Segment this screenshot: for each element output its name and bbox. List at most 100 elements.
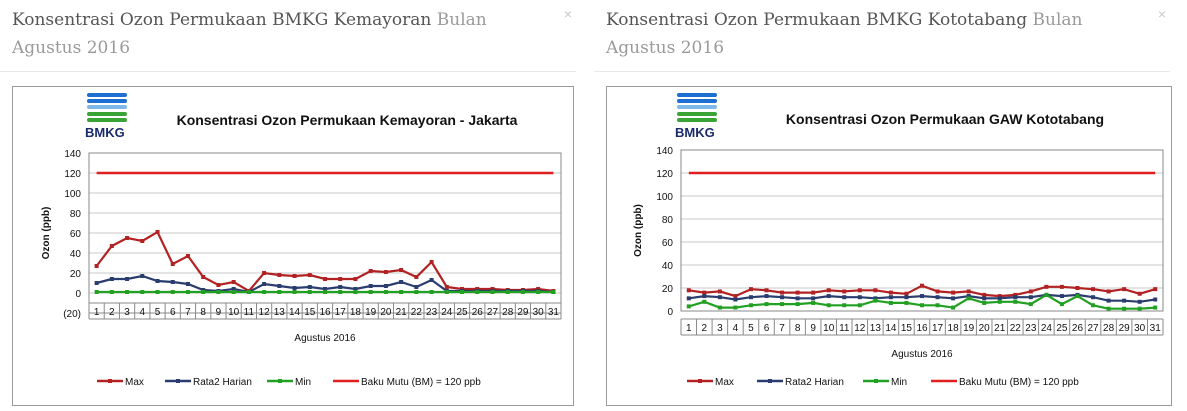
chart-title: Konsentrasi Ozon Permukaan GAW Kototaban… <box>786 111 1104 127</box>
data-point <box>873 296 878 301</box>
data-point <box>982 292 987 297</box>
data-point <box>780 290 785 295</box>
data-point <box>733 297 738 302</box>
x-tick-label: 23 <box>426 307 438 318</box>
x-tick-label: 9 <box>216 307 222 318</box>
data-point <box>1137 291 1142 296</box>
panel-title-period: Bulan Agustus 2016 <box>12 10 487 58</box>
legend-label: Min <box>891 377 907 388</box>
data-point <box>262 290 267 294</box>
data-point <box>231 287 236 291</box>
x-tick-label: 14 <box>885 323 897 334</box>
data-point <box>201 290 206 294</box>
x-tick-label: 20 <box>380 307 392 318</box>
close-icon[interactable]: × <box>563 6 572 22</box>
x-tick-label: 21 <box>396 307 408 318</box>
data-point <box>170 280 175 284</box>
data-point <box>888 295 893 300</box>
data-point <box>185 290 190 294</box>
plot-area <box>680 149 1164 312</box>
data-point <box>323 277 327 281</box>
y-tick-label: 80 <box>662 215 674 226</box>
x-tick-label: 13 <box>274 307 286 318</box>
data-point <box>292 290 297 294</box>
data-point <box>1013 299 1018 304</box>
x-tick-label: 12 <box>259 307 271 318</box>
bmkg-logo: BMKG <box>85 93 127 140</box>
data-point <box>1091 287 1096 292</box>
data-point <box>935 295 940 300</box>
data-point <box>764 302 769 307</box>
y-tick-label: 20 <box>662 284 674 295</box>
data-point <box>966 294 971 299</box>
data-point <box>490 290 495 294</box>
x-tick-label: 31 <box>548 307 560 318</box>
data-point <box>904 300 909 305</box>
x-tick-label: 29 <box>517 307 529 318</box>
data-point <box>444 285 449 289</box>
chart-frame: BMKG Konsentrasi Ozon Permukaan Kemayoran… <box>12 86 574 406</box>
data-point <box>780 302 785 307</box>
legend-marker <box>874 379 878 383</box>
data-point <box>888 300 893 305</box>
close-icon[interactable]: × <box>1157 6 1166 22</box>
data-point <box>1106 298 1111 303</box>
data-point <box>94 290 99 294</box>
y-axis-title: Ozon (ppb) <box>41 207 52 260</box>
data-point <box>246 290 251 294</box>
data-point <box>292 286 297 290</box>
x-tick-label: 4 <box>140 307 146 318</box>
data-point <box>262 271 267 275</box>
data-point <box>323 290 327 294</box>
data-point <box>1091 303 1096 308</box>
legend-label: Rata2 Harian <box>193 377 252 388</box>
data-point <box>216 283 221 287</box>
data-point <box>307 285 312 289</box>
panel-title-main: Konsentrasi Ozon Permukaan BMKG Kemayora… <box>12 10 432 30</box>
data-point <box>702 294 707 299</box>
data-point <box>764 288 769 293</box>
x-tick-label: 8 <box>795 323 801 334</box>
data-point <box>155 279 160 283</box>
logo-text: BMKG <box>85 125 125 140</box>
logo-stripe <box>677 105 717 109</box>
x-tick-label: 2 <box>702 323 708 334</box>
data-point <box>1059 302 1064 307</box>
data-point <box>1075 286 1080 290</box>
data-point <box>94 264 99 268</box>
data-point <box>1153 297 1158 302</box>
x-tick-label: 31 <box>1150 323 1162 334</box>
x-axis-title: Agustus 2016 <box>891 349 953 360</box>
legend-label: Max <box>715 377 734 388</box>
logo-stripe <box>677 112 717 116</box>
data-point <box>338 277 343 281</box>
panel-title-main: Konsentrasi Ozon Permukaan BMKG Kototaba… <box>606 10 1028 30</box>
data-point <box>216 290 221 294</box>
x-tick-label: 27 <box>487 307 499 318</box>
data-point <box>429 278 434 282</box>
x-tick-label: 30 <box>533 307 545 318</box>
x-tick-label: 30 <box>1134 323 1146 334</box>
data-point <box>982 296 987 301</box>
data-point <box>109 277 114 281</box>
x-tick-label: 26 <box>472 307 484 318</box>
y-tick-label: 40 <box>662 261 674 272</box>
data-point <box>920 283 924 288</box>
data-point <box>399 290 404 294</box>
data-point <box>94 281 99 285</box>
y-tick-label: 100 <box>656 192 673 203</box>
x-tick-label: 10 <box>823 323 835 334</box>
legend-label: Max <box>125 377 144 388</box>
data-point <box>399 280 404 284</box>
logo-stripe <box>87 99 127 103</box>
data-point <box>109 244 114 248</box>
x-tick-label: 15 <box>901 323 913 334</box>
data-point <box>444 290 449 294</box>
data-point <box>307 273 312 277</box>
kototabang-panel: Konsentrasi Ozon Permukaan BMKG Kototaba… <box>594 0 1172 411</box>
x-tick-label: 2 <box>109 307 115 318</box>
data-point <box>686 296 691 301</box>
y-tick-label: 0 <box>667 307 673 318</box>
kototabang-chart: BMKG Konsentrasi Ozon Permukaan GAW Kotot… <box>633 93 1164 388</box>
data-point <box>338 285 343 289</box>
